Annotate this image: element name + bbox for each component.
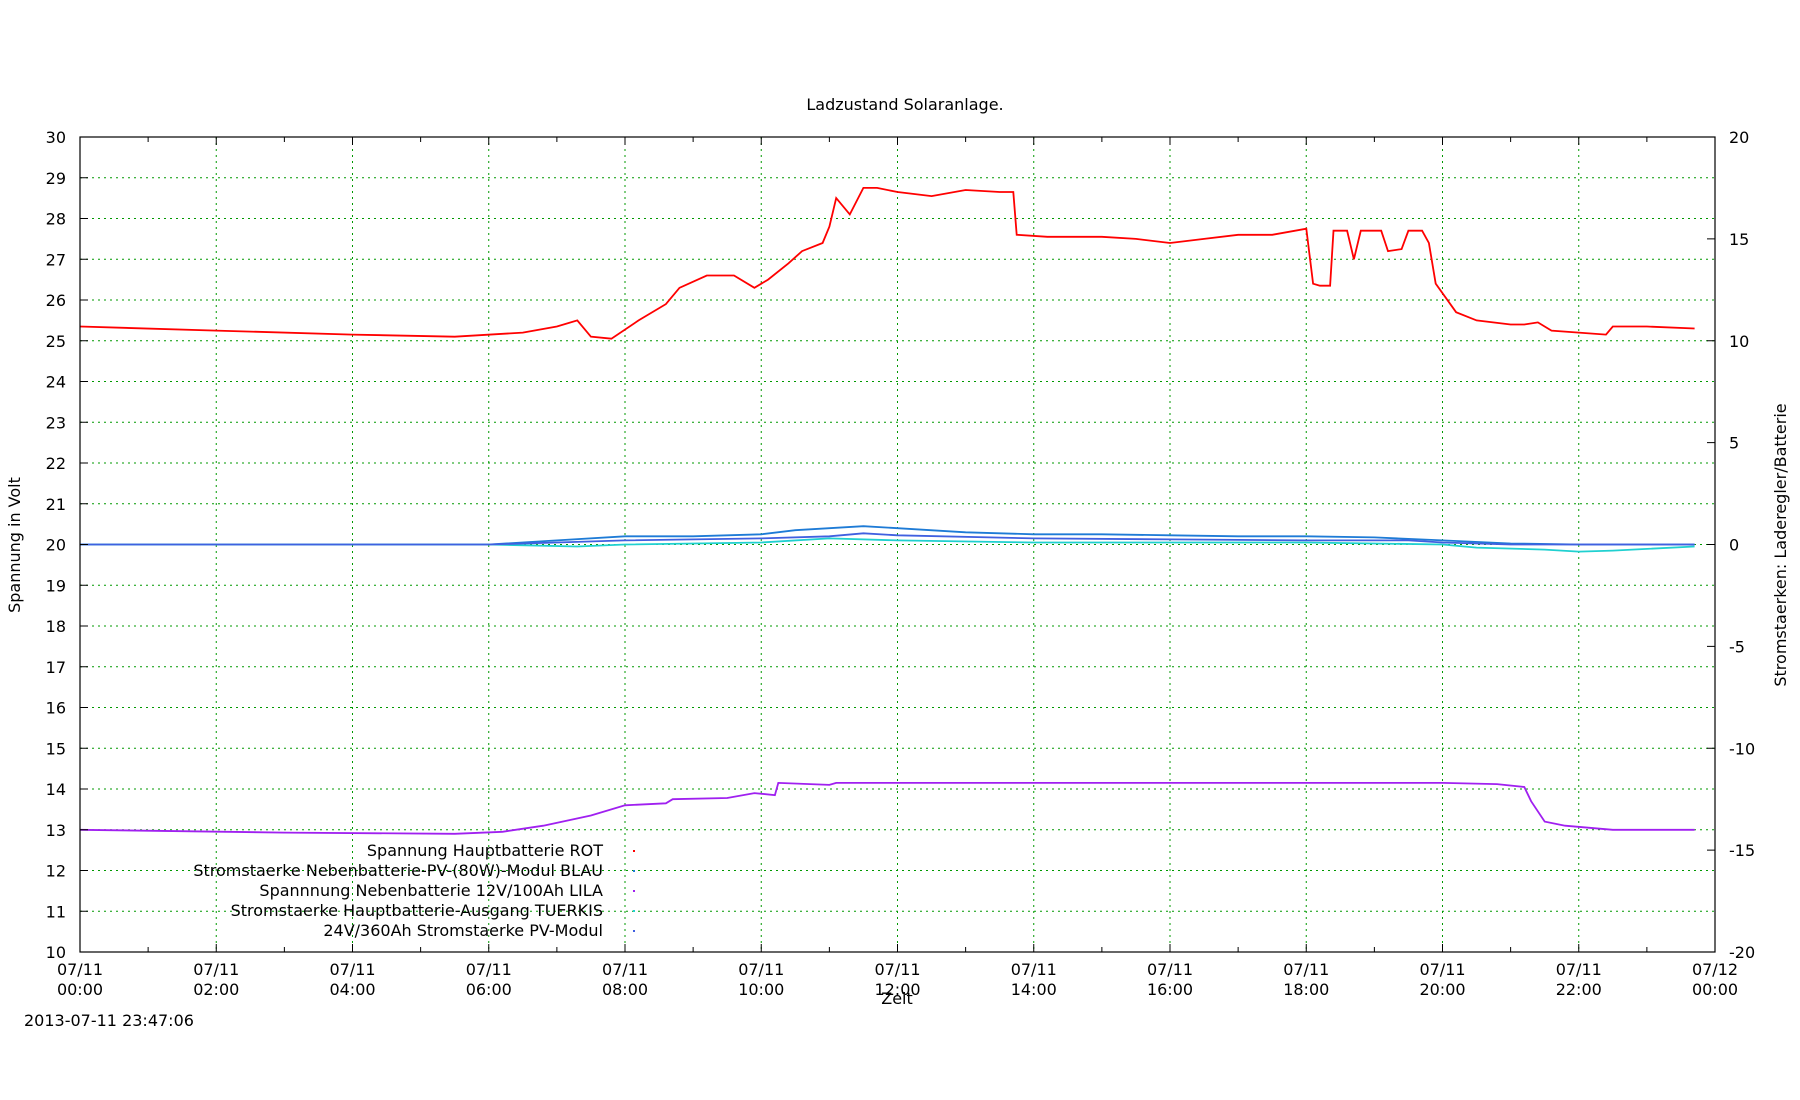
x-tick-date: 07/11 bbox=[1283, 960, 1329, 979]
legend-label-3: Stromstaerke Hauptbatterie-Ausgang TUERK… bbox=[231, 901, 603, 920]
x-tick-time: 04:00 bbox=[329, 980, 375, 999]
x-tick-date: 07/11 bbox=[874, 960, 920, 979]
y2-tick-label: -10 bbox=[1729, 739, 1755, 758]
x-tick-time: 06:00 bbox=[466, 980, 512, 999]
x-tick-time: 10:00 bbox=[738, 980, 784, 999]
y-tick-label: 29 bbox=[46, 169, 66, 188]
x-tick-time: 14:00 bbox=[1011, 980, 1057, 999]
y-tick-label: 20 bbox=[46, 536, 66, 555]
y-tick-label: 23 bbox=[46, 413, 66, 432]
x-tick-time: 00:00 bbox=[1692, 980, 1738, 999]
y-tick-label: 25 bbox=[46, 332, 66, 351]
y-tick-label: 28 bbox=[46, 210, 66, 229]
y-tick-label: 12 bbox=[46, 862, 66, 881]
tick-labels: 10 11 12 13 14 15 16 17 18 19 20 21 22 23 24 25 26 27 28 29… bbox=[46, 128, 1756, 999]
x-tick-date: 07/11 bbox=[57, 960, 103, 979]
series-line-4 bbox=[80, 532, 1695, 546]
x-tick-date: 07/11 bbox=[193, 960, 239, 979]
y2-tick-label: -5 bbox=[1729, 637, 1745, 656]
x-tick-date: 07/11 bbox=[1419, 960, 1465, 979]
y-tick-label: 13 bbox=[46, 821, 66, 840]
timestamp: 2013-07-11 23:47:06 bbox=[24, 1011, 194, 1030]
x-tick-date: 07/11 bbox=[738, 960, 784, 979]
legend-label-4: 24V/360Ah Stromstaerke PV-Modul bbox=[323, 921, 603, 940]
y-tick-label: 14 bbox=[46, 780, 66, 799]
y-tick-label: 17 bbox=[46, 658, 66, 677]
y-tick-label: 15 bbox=[46, 739, 66, 758]
y-tick-label: 11 bbox=[46, 902, 66, 921]
y-tick-label: 22 bbox=[46, 454, 66, 473]
x-axis-title: Zeit bbox=[881, 989, 913, 1008]
x-tick-date: 07/12 bbox=[1692, 960, 1738, 979]
x-tick-time: 20:00 bbox=[1419, 980, 1465, 999]
y2-tick-label: -15 bbox=[1729, 841, 1755, 860]
y-tick-label: 10 bbox=[46, 943, 66, 962]
series-line-1 bbox=[80, 525, 1695, 546]
series-line-2 bbox=[79, 781, 1695, 835]
y-tick-label: 27 bbox=[46, 250, 66, 269]
y2-tick-label: 20 bbox=[1729, 128, 1749, 147]
y-tick-label: 19 bbox=[46, 576, 66, 595]
x-tick-date: 07/11 bbox=[1556, 960, 1602, 979]
y-tick-label: 26 bbox=[46, 291, 66, 310]
x-tick-time: 16:00 bbox=[1147, 980, 1193, 999]
series-line-0 bbox=[79, 186, 1695, 340]
x-tick-date: 07/11 bbox=[329, 960, 375, 979]
y-tick-label: 16 bbox=[46, 699, 66, 718]
y2-tick-label: 15 bbox=[1729, 230, 1749, 249]
series-line-3 bbox=[80, 537, 1695, 553]
chart-title: Ladzustand Solaranlage. bbox=[806, 95, 1003, 114]
series-layer bbox=[79, 186, 1695, 835]
x-tick-time: 02:00 bbox=[193, 980, 239, 999]
x-tick-time: 00:00 bbox=[57, 980, 103, 999]
x-tick-time: 22:00 bbox=[1556, 980, 1602, 999]
x-tick-date: 07/11 bbox=[1011, 960, 1057, 979]
y-axis-title: Spannung in Volt bbox=[5, 477, 24, 613]
x-tick-date: 07/11 bbox=[1147, 960, 1193, 979]
x-tick-time: 18:00 bbox=[1283, 980, 1329, 999]
y2-tick-label: 0 bbox=[1729, 536, 1739, 555]
legend-label-1: Stromstaerke Nebenbatterie-PV-(80W)-Modu… bbox=[193, 861, 603, 880]
y2-tick-label: 5 bbox=[1729, 434, 1739, 453]
y-tick-label: 18 bbox=[46, 617, 66, 636]
x-tick-time: 08:00 bbox=[602, 980, 648, 999]
x-tick-time: 12:00 bbox=[874, 980, 920, 999]
y2-tick-label: 10 bbox=[1729, 332, 1749, 351]
grid bbox=[80, 137, 1715, 952]
ticks bbox=[79, 136, 1716, 953]
x-tick-date: 07/11 bbox=[466, 960, 512, 979]
y2-tick-label: -20 bbox=[1729, 943, 1755, 962]
y-tick-label: 30 bbox=[46, 128, 66, 147]
legend-label-2: Spannnung Nebenbatterie 12V/100Ah LILA bbox=[259, 881, 603, 900]
y-tick-label: 24 bbox=[46, 373, 66, 392]
legend-label-0: Spannung Hauptbatterie ROT bbox=[367, 841, 603, 860]
x-tick-date: 07/11 bbox=[602, 960, 648, 979]
y2-axis-title: Stromstaerken: Laderegler/Batterie bbox=[1771, 403, 1790, 686]
y-tick-label: 21 bbox=[46, 495, 66, 514]
